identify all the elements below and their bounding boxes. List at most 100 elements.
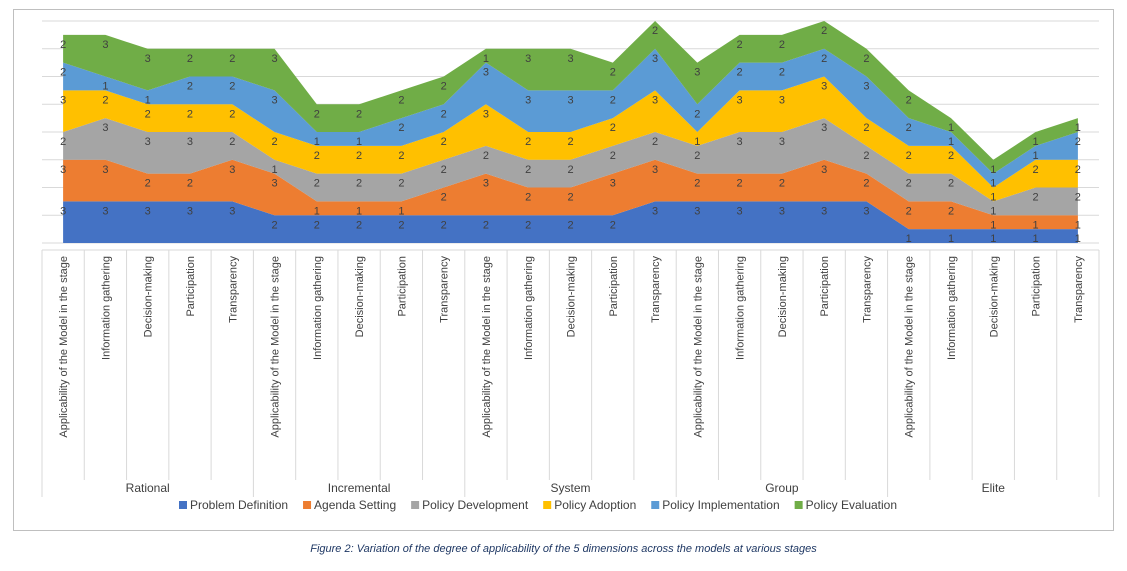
data-label: 2 — [229, 81, 235, 93]
tick-label: Decision-making — [354, 256, 366, 337]
data-label: 2 — [906, 122, 912, 134]
data-label: 2 — [779, 39, 785, 51]
data-label: 3 — [821, 164, 827, 176]
data-label: 2 — [145, 108, 151, 120]
data-label: 2 — [187, 108, 193, 120]
data-label: 2 — [694, 108, 700, 120]
data-label: 2 — [1033, 192, 1039, 204]
data-label: 3 — [567, 94, 573, 106]
data-label: 2 — [694, 178, 700, 190]
tick-label: Applicability of the Model in the stage — [58, 256, 70, 438]
data-label: 1 — [990, 192, 996, 204]
figure-caption: Figure 2: Variation of the degree of app… — [310, 543, 817, 555]
area-policy-evaluation — [63, 21, 1078, 174]
data-label: 2 — [229, 53, 235, 65]
data-label: 2 — [1075, 136, 1081, 148]
tick-label: Decision-making — [566, 256, 578, 337]
tick-label: Participation — [1031, 256, 1043, 317]
data-label: 3 — [145, 136, 151, 148]
legend-swatch — [651, 501, 660, 509]
data-label: 3 — [863, 81, 869, 93]
data-label: 2 — [948, 178, 954, 190]
group-label: Incremental — [328, 481, 391, 495]
data-label: 3 — [652, 205, 658, 217]
legend-label: Policy Adoption — [554, 498, 636, 512]
data-label: 1 — [356, 205, 362, 217]
data-label: 2 — [948, 150, 954, 162]
data-label: 2 — [1033, 164, 1039, 176]
tick-label: Transparency — [650, 256, 662, 323]
data-label: 2 — [441, 108, 447, 120]
tick-label: Information gathering — [523, 256, 535, 360]
tick-label: Transparency — [1073, 256, 1085, 323]
tick-label: Participation — [608, 256, 620, 317]
data-label: 2 — [694, 150, 700, 162]
data-label: 3 — [483, 178, 489, 190]
data-label: 3 — [271, 178, 277, 190]
data-label: 3 — [60, 205, 66, 217]
tick-label: Information gathering — [735, 256, 747, 360]
data-label: 3 — [60, 94, 66, 106]
data-label: 2 — [948, 205, 954, 217]
data-label: 2 — [610, 122, 616, 134]
data-label: 1 — [990, 205, 996, 217]
data-label: 2 — [398, 150, 404, 162]
data-label: 1 — [990, 178, 996, 190]
data-label: 2 — [398, 94, 404, 106]
data-label: 2 — [610, 94, 616, 106]
data-label: 1 — [145, 94, 151, 106]
data-label: 3 — [102, 122, 108, 134]
area-policy-adoption — [63, 76, 1078, 202]
data-label: 2 — [610, 219, 616, 231]
tick-label: Information gathering — [946, 256, 958, 360]
data-label: 1 — [398, 205, 404, 217]
data-label: 2 — [398, 178, 404, 190]
data-label: 1 — [694, 136, 700, 148]
data-label: 1 — [948, 136, 954, 148]
data-label: 3 — [737, 205, 743, 217]
tick-label: Participation — [396, 256, 408, 317]
data-label: 3 — [779, 205, 785, 217]
data-label: 1 — [102, 81, 108, 93]
data-label: 2 — [60, 39, 66, 51]
data-label: 2 — [441, 164, 447, 176]
data-label: 2 — [60, 67, 66, 79]
data-label: 3 — [483, 108, 489, 120]
data-label: 2 — [567, 136, 573, 148]
data-label: 2 — [314, 108, 320, 120]
data-label: 3 — [102, 205, 108, 217]
data-label: 3 — [525, 94, 531, 106]
data-label: 3 — [737, 94, 743, 106]
data-label: 3 — [694, 205, 700, 217]
data-label: 1 — [483, 53, 489, 65]
data-label: 2 — [102, 94, 108, 106]
data-label: 2 — [863, 122, 869, 134]
data-label: 3 — [187, 136, 193, 148]
data-label: 2 — [356, 178, 362, 190]
area-policy-development — [63, 118, 1078, 216]
data-label: 2 — [906, 94, 912, 106]
data-label: 1 — [356, 136, 362, 148]
data-label: 2 — [271, 136, 277, 148]
data-label: 2 — [356, 150, 362, 162]
data-label: 3 — [652, 94, 658, 106]
data-label: 2 — [906, 150, 912, 162]
data-label: 2 — [356, 219, 362, 231]
data-label: 2 — [60, 136, 66, 148]
group-label: Rational — [126, 481, 170, 495]
data-label: 2 — [652, 25, 658, 37]
legend-label: Policy Evaluation — [806, 498, 897, 512]
data-label: 2 — [1075, 164, 1081, 176]
data-label: 3 — [102, 39, 108, 51]
tick-label: Participation — [819, 256, 831, 317]
data-label: 2 — [525, 164, 531, 176]
data-label: 2 — [441, 219, 447, 231]
data-label: 3 — [779, 136, 785, 148]
data-label: 3 — [567, 53, 573, 65]
tick-label: Decision-making — [988, 256, 1000, 337]
data-label: 3 — [483, 67, 489, 79]
data-label: 2 — [441, 192, 447, 204]
legend-swatch — [179, 501, 187, 509]
tick-label: Applicability of the Model in the stage — [481, 256, 493, 438]
tick-label: Decision-making — [777, 256, 789, 337]
